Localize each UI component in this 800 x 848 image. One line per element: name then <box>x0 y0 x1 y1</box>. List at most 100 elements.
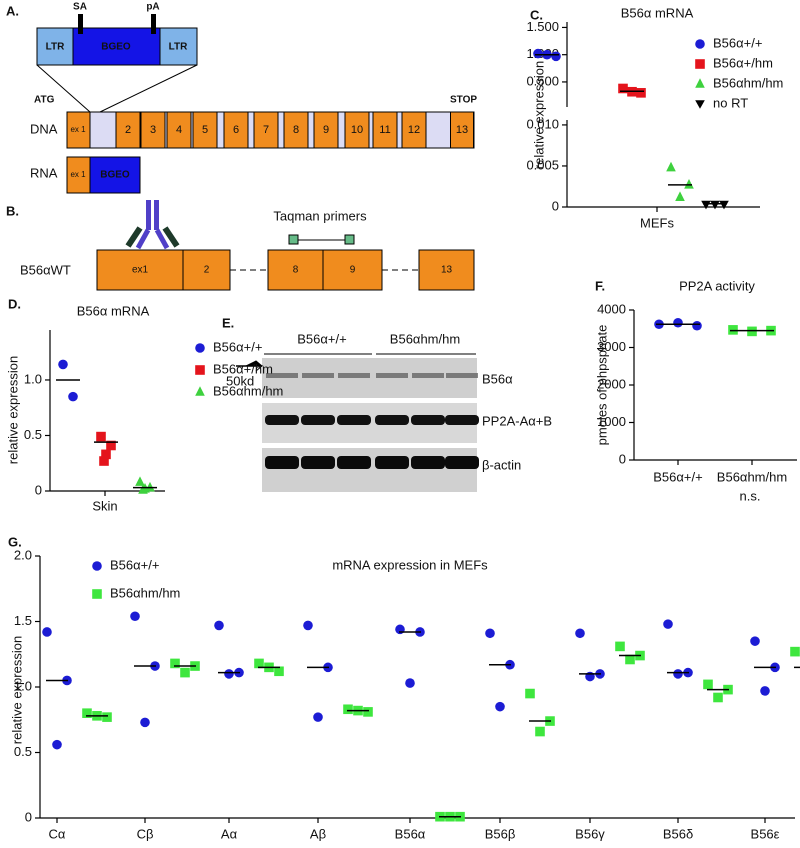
chart-title: B56α mRNA <box>77 303 150 318</box>
x-tick-label: Cβ <box>137 826 154 841</box>
point <box>82 708 92 718</box>
point <box>525 688 535 699</box>
point <box>180 667 190 678</box>
point <box>684 179 694 189</box>
y-tick-label: 3000 <box>597 339 626 354</box>
y-tick-label: 2000 <box>597 376 626 391</box>
point <box>673 317 683 328</box>
legend-marker <box>92 589 102 599</box>
pa-label: pA <box>146 2 159 13</box>
exon <box>182 249 231 291</box>
point <box>58 359 68 370</box>
legend-label: B56α+/+ <box>213 339 262 354</box>
point <box>343 704 353 715</box>
point <box>495 701 505 712</box>
band <box>411 456 445 469</box>
point <box>750 636 760 646</box>
exon <box>418 249 475 291</box>
exon-label: 3 <box>150 124 156 136</box>
y-tick-label: 0.5 <box>14 744 32 759</box>
exon <box>223 111 249 149</box>
legend-marker <box>695 78 705 88</box>
point <box>214 620 224 631</box>
point <box>625 654 635 665</box>
y-tick-label: 0.005 <box>526 157 559 172</box>
y-axis-label: pmoles of phpsphate <box>594 325 609 446</box>
rna-exon-label: ex 1 <box>70 170 86 179</box>
point <box>303 620 313 631</box>
legend-marker <box>195 343 205 353</box>
legend-label: B56α+/hm <box>213 361 273 376</box>
point <box>701 200 711 210</box>
band <box>337 415 371 425</box>
band <box>376 373 408 378</box>
ltr-box <box>159 27 198 66</box>
exon-label: 13 <box>441 265 453 276</box>
y-axis-label: relative expression <box>531 61 546 169</box>
band <box>301 456 335 469</box>
legend-label: B56αhm/hm <box>713 75 783 90</box>
point <box>692 320 702 331</box>
point <box>224 669 234 679</box>
exon <box>140 111 166 149</box>
exon-label: ex 1 <box>70 125 86 134</box>
exon-label: 5 <box>202 124 208 136</box>
pa-site <box>151 14 156 34</box>
point <box>274 666 284 677</box>
band <box>266 373 298 378</box>
row-label: β-actin <box>482 457 521 472</box>
y-tick-label: 0 <box>25 809 32 824</box>
y-tick-label: 1.0 <box>14 678 32 693</box>
point <box>254 658 264 669</box>
exon-label: 12 <box>408 124 420 136</box>
insert-line <box>99 64 198 113</box>
legend-marker <box>195 386 205 396</box>
band <box>412 373 444 378</box>
point <box>618 83 628 94</box>
exon-label: 9 <box>323 124 329 136</box>
exon-label: 8 <box>293 124 299 136</box>
x-tick-label: Aβ <box>310 826 326 841</box>
point <box>363 707 373 717</box>
point <box>663 619 673 629</box>
group-label: B56α+/+ <box>297 331 346 346</box>
insert-line <box>36 64 91 113</box>
x-tick-label: MEFs <box>640 215 674 230</box>
y-tick-label: 0 <box>35 482 42 497</box>
point <box>535 726 545 737</box>
primers-label: Taqman primers <box>273 208 367 223</box>
band <box>445 415 479 425</box>
x-tick-label: B56α+/+ <box>653 469 702 484</box>
y-tick-label: 1.0 <box>24 371 42 386</box>
point <box>673 669 683 679</box>
dna-label: DNA <box>30 121 58 136</box>
legend-label: B56α+/hm <box>713 55 773 70</box>
point <box>42 627 52 637</box>
exon <box>267 249 324 291</box>
sa-label: SA <box>73 2 87 13</box>
exon-label: 2 <box>125 124 131 136</box>
point <box>96 431 106 442</box>
x-tick-label: Skin <box>92 498 117 513</box>
panel-label: A. <box>6 3 19 18</box>
band <box>265 415 299 425</box>
point <box>485 628 495 639</box>
band <box>265 456 299 469</box>
exon <box>192 111 218 149</box>
exon-label: 7 <box>263 124 269 136</box>
primer <box>344 234 355 245</box>
point <box>713 692 723 703</box>
exon-label: 6 <box>233 124 239 136</box>
exon-label: 2 <box>204 265 210 276</box>
ltr-box <box>36 27 74 66</box>
point <box>140 717 150 728</box>
band <box>445 456 479 469</box>
exon <box>313 111 339 149</box>
group-label: B56αhm/hm <box>390 331 460 346</box>
y-tick-label: 0.010 <box>526 116 559 131</box>
blot-row <box>262 448 477 492</box>
point <box>313 712 323 722</box>
point <box>675 191 685 201</box>
row-label: PP2A-Aα+B <box>482 413 552 428</box>
